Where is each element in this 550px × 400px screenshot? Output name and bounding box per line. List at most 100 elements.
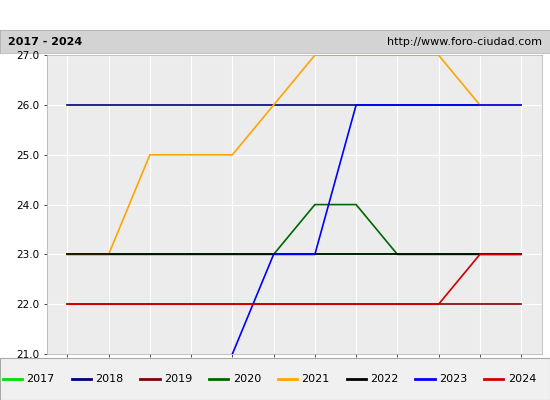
2017 — [476, 252, 483, 257]
2017 — [311, 252, 318, 257]
2020 — [146, 252, 153, 257]
2021 — [271, 102, 277, 107]
2021 — [106, 252, 112, 257]
2019 — [394, 302, 400, 307]
2023 — [271, 252, 277, 257]
2024 — [394, 302, 400, 307]
Text: 2017 - 2024: 2017 - 2024 — [8, 37, 82, 47]
2022 — [271, 252, 277, 257]
2020 — [394, 252, 400, 257]
2018 — [146, 102, 153, 107]
Text: 2017: 2017 — [26, 374, 54, 384]
2021 — [518, 102, 525, 107]
2021 — [476, 102, 483, 107]
2021 — [311, 53, 318, 58]
Text: 2018: 2018 — [95, 374, 123, 384]
2019 — [271, 302, 277, 307]
2020 — [311, 202, 318, 207]
2024 — [353, 302, 360, 307]
2017 — [353, 252, 360, 257]
Text: http://www.foro-ciudad.com: http://www.foro-ciudad.com — [387, 37, 542, 47]
2024 — [146, 302, 153, 307]
2023 — [394, 102, 400, 107]
2019 — [311, 302, 318, 307]
2021 — [64, 252, 70, 257]
2019 — [476, 302, 483, 307]
2020 — [518, 252, 525, 257]
2022 — [64, 252, 70, 257]
2021 — [394, 53, 400, 58]
Line: 2023: 2023 — [232, 105, 521, 354]
2024 — [476, 252, 483, 257]
2022 — [353, 252, 360, 257]
2022 — [146, 252, 153, 257]
2017 — [229, 252, 235, 257]
2023 — [229, 352, 235, 356]
Line: 2024: 2024 — [67, 254, 521, 304]
2020 — [476, 252, 483, 257]
2017 — [394, 252, 400, 257]
Text: 2020: 2020 — [233, 374, 261, 384]
2023 — [476, 102, 483, 107]
2019 — [353, 302, 360, 307]
2018 — [188, 102, 195, 107]
2018 — [476, 102, 483, 107]
2019 — [436, 302, 442, 307]
2017 — [271, 252, 277, 257]
2021 — [146, 152, 153, 157]
2023 — [518, 102, 525, 107]
2022 — [188, 252, 195, 257]
2017 — [188, 252, 195, 257]
Line: 2020: 2020 — [67, 205, 521, 254]
2018 — [271, 102, 277, 107]
2017 — [436, 252, 442, 257]
2024 — [64, 302, 70, 307]
2018 — [436, 102, 442, 107]
2020 — [64, 252, 70, 257]
Text: 2024: 2024 — [508, 374, 536, 384]
2022 — [518, 252, 525, 257]
2020 — [271, 252, 277, 257]
2024 — [229, 302, 235, 307]
2019 — [518, 302, 525, 307]
2023 — [311, 252, 318, 257]
Text: Evolucion num de emigrantes en Aroche: Evolucion num de emigrantes en Aroche — [119, 8, 431, 22]
2022 — [394, 252, 400, 257]
2022 — [229, 252, 235, 257]
2020 — [353, 202, 360, 207]
2021 — [229, 152, 235, 157]
Text: 2022: 2022 — [370, 374, 399, 384]
2019 — [146, 302, 153, 307]
2018 — [64, 102, 70, 107]
2024 — [188, 302, 195, 307]
2023 — [353, 102, 360, 107]
Text: 2021: 2021 — [301, 374, 329, 384]
2020 — [229, 252, 235, 257]
2024 — [271, 302, 277, 307]
2024 — [518, 252, 525, 257]
2019 — [188, 302, 195, 307]
2018 — [394, 102, 400, 107]
2021 — [436, 53, 442, 58]
2017 — [146, 252, 153, 257]
2022 — [106, 252, 112, 257]
2024 — [311, 302, 318, 307]
2020 — [106, 252, 112, 257]
2024 — [106, 302, 112, 307]
2022 — [476, 252, 483, 257]
2020 — [436, 252, 442, 257]
Line: 2021: 2021 — [67, 55, 521, 254]
2020 — [188, 252, 195, 257]
2018 — [353, 102, 360, 107]
2021 — [353, 53, 360, 58]
2017 — [106, 252, 112, 257]
Text: 2019: 2019 — [164, 374, 192, 384]
Text: 2023: 2023 — [439, 374, 467, 384]
2023 — [436, 102, 442, 107]
2022 — [436, 252, 442, 257]
2018 — [311, 102, 318, 107]
2017 — [64, 252, 70, 257]
2019 — [64, 302, 70, 307]
2017 — [518, 252, 525, 257]
2022 — [311, 252, 318, 257]
